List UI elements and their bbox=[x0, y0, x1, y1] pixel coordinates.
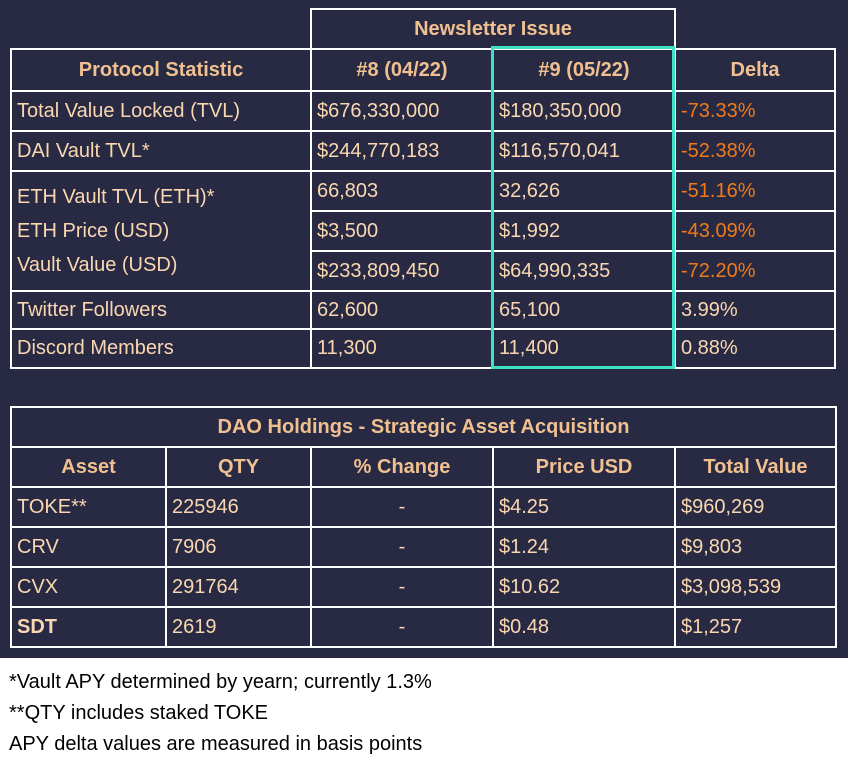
holding-price: $0.48 bbox=[492, 606, 676, 648]
holding-asset: CRV bbox=[10, 526, 167, 568]
holding-price: $10.62 bbox=[492, 566, 676, 608]
stat-delta: 3.99% bbox=[674, 290, 836, 330]
stat-issue8: 66,803 bbox=[310, 170, 494, 212]
holding-price: $4.25 bbox=[492, 486, 676, 528]
holding-total: $3,098,539 bbox=[674, 566, 837, 608]
stat-issue8: $3,500 bbox=[310, 210, 494, 252]
stat-label: Twitter Followers bbox=[10, 290, 312, 330]
stat-issue9: $116,570,041 bbox=[492, 130, 676, 172]
holding-change: - bbox=[310, 526, 494, 568]
holding-change: - bbox=[310, 606, 494, 648]
stat-issue9: 11,400 bbox=[492, 328, 676, 369]
stat-issue9: $64,990,335 bbox=[492, 250, 676, 292]
stat-delta: -43.09% bbox=[674, 210, 836, 252]
stat-issue8: 11,300 bbox=[310, 328, 494, 369]
footnote-vault-apy: *Vault APY determined by yearn; currentl… bbox=[9, 671, 432, 693]
stat-label: Discord Members bbox=[10, 328, 312, 369]
footnote-qty-staked: **QTY includes staked TOKE bbox=[9, 702, 269, 724]
header-change: % Change bbox=[310, 446, 494, 488]
header-issue-9: #9 (05/22) bbox=[492, 48, 676, 92]
holding-price: $1.24 bbox=[492, 526, 676, 568]
stat-delta: -72.20% bbox=[674, 250, 836, 292]
holding-total: $960,269 bbox=[674, 486, 837, 528]
stat-issue8: $676,330,000 bbox=[310, 90, 494, 132]
eth-vault-labels: ETH Vault TVL (ETH)* ETH Price (USD) Vau… bbox=[10, 170, 312, 292]
header-issue-8: #8 (04/22) bbox=[310, 48, 494, 92]
newsletter-issue-header: Newsletter Issue bbox=[310, 8, 676, 50]
holding-asset: CVX bbox=[10, 566, 167, 608]
holding-total: $9,803 bbox=[674, 526, 837, 568]
footnote-apy-delta: APY delta values are measured in basis p… bbox=[9, 733, 423, 755]
stat-issue9: 65,100 bbox=[492, 290, 676, 330]
holding-qty: 2619 bbox=[165, 606, 312, 648]
holding-asset: TOKE** bbox=[10, 486, 167, 528]
holding-qty: 225946 bbox=[165, 486, 312, 528]
stat-label: ETH Price (USD) bbox=[17, 220, 170, 242]
holding-qty: 291764 bbox=[165, 566, 312, 608]
holding-change: - bbox=[310, 566, 494, 608]
holding-qty: 7906 bbox=[165, 526, 312, 568]
header-price: Price USD bbox=[492, 446, 676, 488]
holding-asset: SDT bbox=[10, 606, 167, 648]
stat-delta: -52.38% bbox=[674, 130, 836, 172]
stat-issue9: $180,350,000 bbox=[492, 90, 676, 132]
stat-label: DAI Vault TVL* bbox=[10, 130, 312, 172]
stat-issue9: $1,992 bbox=[492, 210, 676, 252]
stat-issue9: 32,626 bbox=[492, 170, 676, 212]
header-qty: QTY bbox=[165, 446, 312, 488]
stat-issue8: $244,770,183 bbox=[310, 130, 494, 172]
header-protocol-statistic: Protocol Statistic bbox=[10, 48, 312, 92]
stat-label: ETH Vault TVL (ETH)* bbox=[17, 186, 215, 208]
stat-issue8: 62,600 bbox=[310, 290, 494, 330]
stat-delta: -51.16% bbox=[674, 170, 836, 212]
dark-panel: Newsletter Issue Protocol Statistic #8 (… bbox=[0, 0, 848, 658]
stat-issue8: $233,809,450 bbox=[310, 250, 494, 292]
stat-label: Vault Value (USD) bbox=[17, 254, 178, 276]
stat-delta: -73.33% bbox=[674, 90, 836, 132]
header-asset: Asset bbox=[10, 446, 167, 488]
holding-change: - bbox=[310, 486, 494, 528]
holdings-title: DAO Holdings - Strategic Asset Acquisiti… bbox=[10, 406, 837, 448]
stat-label: Total Value Locked (TVL) bbox=[10, 90, 312, 132]
header-total-value: Total Value bbox=[674, 446, 837, 488]
stat-delta: 0.88% bbox=[674, 328, 836, 369]
header-delta: Delta bbox=[674, 48, 836, 92]
holding-total: $1,257 bbox=[674, 606, 837, 648]
